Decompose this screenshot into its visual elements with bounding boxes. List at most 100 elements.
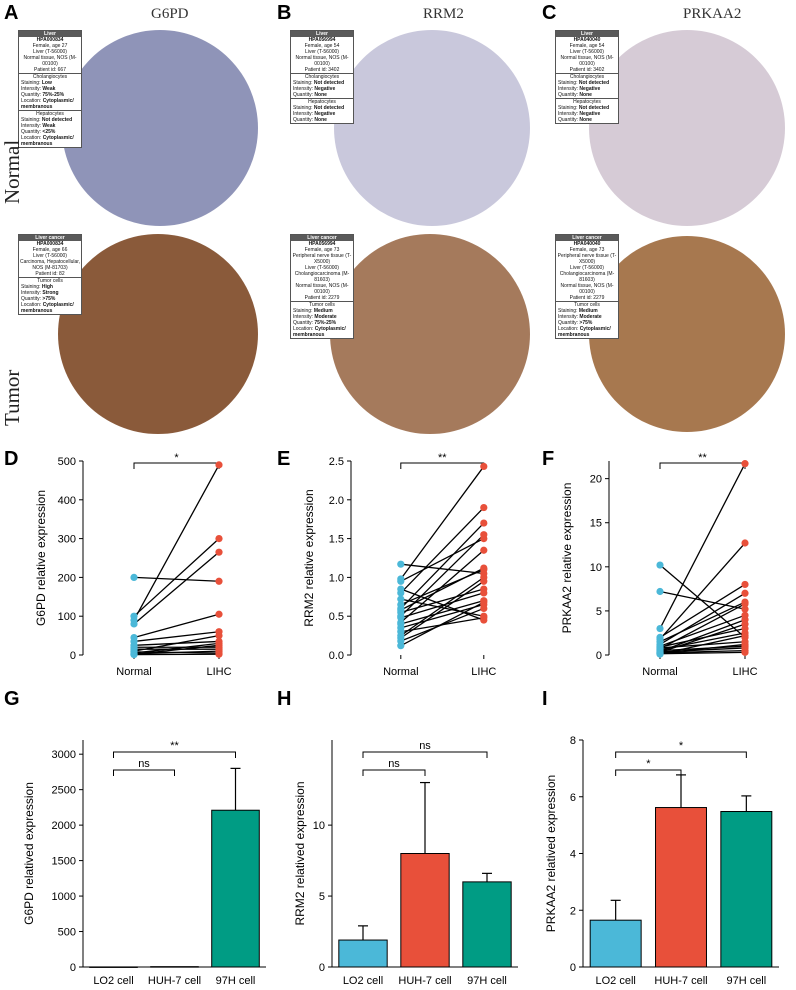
info-card-value: Weak xyxy=(42,123,56,129)
info-card-key: Intensity: xyxy=(558,111,580,117)
pair-line xyxy=(659,603,746,650)
significance-label: ** xyxy=(438,452,447,464)
tumor-point xyxy=(480,589,488,597)
pair-line xyxy=(400,592,484,619)
y-tick-label: 4 xyxy=(570,849,576,861)
bar xyxy=(338,939,388,968)
y-tick-label: 300 xyxy=(58,534,76,546)
pair-line xyxy=(400,522,485,609)
info-card-value: Cytoplasmic/ membranous xyxy=(21,135,74,147)
info-card-value: High xyxy=(41,284,53,290)
y-tick-label: 3000 xyxy=(52,749,76,761)
x-tick-label: LIHC xyxy=(206,666,231,678)
info-card-value: Cytoplasmic/ membranous xyxy=(21,302,74,314)
info-card-value: Moderate xyxy=(314,314,337,320)
pair-line xyxy=(400,576,485,637)
y-tick-label: 2.5 xyxy=(329,456,344,468)
bar xyxy=(89,966,138,968)
info-card-key: Quantity: xyxy=(558,320,580,326)
info-card-line: Female, age 66 xyxy=(32,247,68,253)
comparison-label: ** xyxy=(170,740,179,752)
info-card-line: Patient id: 3402 xyxy=(569,67,605,73)
info-card-value: Negative xyxy=(314,111,336,117)
y-tick-label: 5 xyxy=(319,891,325,903)
info-card-row: Quantity: <25% xyxy=(19,129,81,135)
ihc-panel-prkaa2-normal: Liver HPA040040 Female, age 54 Liver (T-560… xyxy=(555,28,791,228)
x-tick-label: 97H cell xyxy=(726,975,766,987)
info-card-line: Female, age 73 xyxy=(304,247,340,253)
y-tick-label: 1500 xyxy=(52,856,76,868)
info-card-key: Intensity: xyxy=(293,314,315,320)
info-card-value: None xyxy=(579,117,592,123)
info-card-row: Location: Cytoplasmic/ membranous xyxy=(291,326,353,338)
info-card-row: Intensity: Weak xyxy=(19,86,81,92)
pair-line xyxy=(400,563,484,575)
bar xyxy=(462,881,512,968)
info-card-row: Intensity: Moderate xyxy=(291,314,353,320)
info-card-value: Weak xyxy=(42,86,56,92)
info-card-antibody: HPA040040 xyxy=(573,241,601,247)
info-card-row: Intensity: Strong xyxy=(19,290,81,296)
info-card-key: Quantity: xyxy=(558,92,580,98)
tumor-point xyxy=(741,589,749,597)
info-card-normal: Liver HPA040040 Female, age 54 Liver (T-560… xyxy=(555,30,619,124)
info-card-line: Peripheral nerve tissue (T-X5000) xyxy=(292,253,352,265)
info-card-row: Intensity: Negative xyxy=(556,86,618,92)
info-card-row: Location: Cytoplasmic/ membranous xyxy=(19,302,81,314)
pair-line xyxy=(659,590,746,610)
info-card-line: Liver (T-56000) xyxy=(33,253,67,259)
info-card-header: Liver cancer xyxy=(556,235,618,241)
pair-line xyxy=(133,644,220,655)
info-card-key: Staining: xyxy=(21,284,42,290)
pair-line xyxy=(659,623,746,653)
info-card-row: Staining: Medium xyxy=(556,308,618,314)
info-card-line: Female, age 27 xyxy=(32,43,68,49)
pair-line xyxy=(133,538,220,617)
info-card-key: Intensity: xyxy=(21,290,43,296)
tumor-point xyxy=(215,610,223,618)
info-card-key: Location: xyxy=(21,98,43,104)
tissue-core-tumor xyxy=(330,234,530,434)
gene-title-3: PRKAA2 xyxy=(683,6,742,22)
significance-label: * xyxy=(174,452,179,464)
tissue-core-tumor xyxy=(58,234,258,434)
ihc-panel-rrm2-tumor: Liver cancer HPA056994 Female, age 73 Perip… xyxy=(290,232,536,436)
pair-line xyxy=(659,651,746,655)
info-card-tumor: Liver cancer HPA056994 Female, age 73 Perip… xyxy=(290,234,354,339)
tumor-point xyxy=(215,650,223,658)
info-card-value: None xyxy=(579,92,592,98)
y-tick-label: 0.0 xyxy=(329,650,344,662)
info-card-key: Intensity: xyxy=(21,86,43,92)
info-card-value: Cytoplasmic/ membranous xyxy=(558,326,611,338)
normal-point xyxy=(656,561,664,569)
x-tick-label: LO2 cell xyxy=(595,975,635,987)
info-card-line: Normal tissue, NOS (M-00100) xyxy=(560,283,614,295)
info-card-value: Strong xyxy=(42,290,59,296)
pair-line xyxy=(133,464,220,621)
info-card-row: Quantity: None xyxy=(291,117,353,123)
x-tick-label: LO2 cell xyxy=(343,975,383,987)
info-card-line: Liver (T-56000) xyxy=(305,265,339,271)
tumor-point xyxy=(480,519,488,527)
info-card-key: Quantity: xyxy=(21,92,43,98)
info-card-row: Staining: Not detected xyxy=(556,105,618,111)
comparison-label: ns xyxy=(138,758,150,770)
info-card-key: Intensity: xyxy=(558,86,580,92)
info-card-row: Staining: Not detected xyxy=(291,105,353,111)
info-card-normal: Liver HPA056994 Female, age 54 Liver (T-560… xyxy=(290,30,354,124)
pair-line xyxy=(400,600,484,625)
panel-label-i: I xyxy=(542,688,548,710)
pair-line xyxy=(400,507,485,594)
x-tick-label: LO2 cell xyxy=(93,975,133,987)
panel-label-a: A xyxy=(4,2,19,24)
info-card-key: Quantity: xyxy=(293,320,315,326)
panel-label-e: E xyxy=(277,448,291,470)
info-card-row: Quantity: >75% xyxy=(556,320,618,326)
tissue-core-normal xyxy=(334,30,530,226)
tumor-point xyxy=(741,632,749,640)
pair-line xyxy=(133,634,220,652)
tissue-core-normal xyxy=(62,30,258,226)
y-tick-label: 2000 xyxy=(52,820,76,832)
ihc-panel-prkaa2-tumor: Liver cancer HPA040040 Female, age 73 Perip… xyxy=(555,232,791,436)
bar xyxy=(655,807,707,968)
